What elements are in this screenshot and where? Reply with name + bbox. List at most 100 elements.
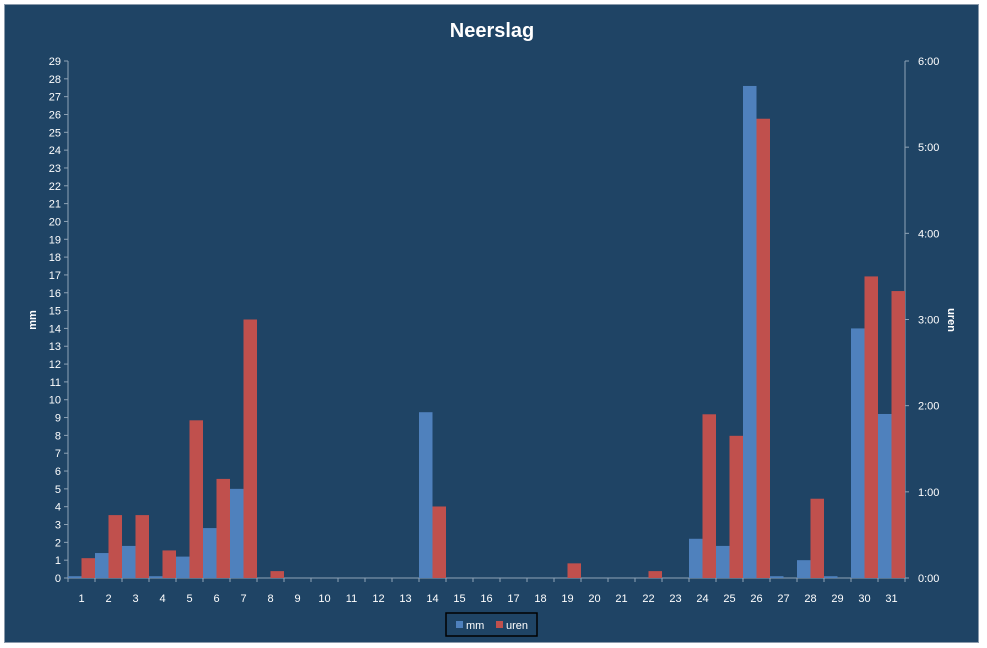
- y-left-tick-label: 2: [55, 537, 61, 549]
- y-left-tick-label: 12: [49, 359, 61, 371]
- y-left-tick-label: 21: [49, 199, 61, 211]
- x-tick-label: 29: [831, 593, 843, 605]
- x-tick-label: 9: [294, 593, 300, 605]
- legend: mm uren: [445, 612, 538, 637]
- x-tick-label: 20: [588, 593, 600, 605]
- y-right-tick-label: 4:00: [918, 228, 939, 240]
- bar-uren: [729, 435, 743, 578]
- y-right-tick-label: 2:00: [918, 401, 939, 413]
- bar-uren: [270, 571, 284, 578]
- bar-uren: [810, 498, 824, 578]
- y-left-tick-label: 11: [50, 377, 61, 389]
- y-left-tick-label: 17: [49, 270, 61, 282]
- x-tick-label: 6: [213, 593, 219, 605]
- x-tick-label: 3: [132, 593, 138, 605]
- y-left-tick-label: 24: [49, 145, 61, 157]
- legend-box: [445, 612, 538, 637]
- legend-label-uren: uren: [506, 620, 528, 632]
- x-tick-label: 11: [346, 593, 357, 605]
- bar-mm: [419, 412, 433, 578]
- bar-uren: [81, 558, 95, 578]
- x-tick-label: 17: [507, 593, 519, 605]
- y-left-tick-label: 7: [55, 448, 61, 460]
- y-right-tick-label: 5:00: [918, 142, 939, 154]
- legend-swatch-uren: [496, 621, 503, 628]
- y-left-tick-label: 8: [55, 430, 61, 442]
- bar-mm: [689, 538, 703, 578]
- x-tick-label: 13: [399, 593, 411, 605]
- bar-uren: [864, 276, 878, 578]
- x-tick-label: 2: [105, 593, 111, 605]
- legend-swatch-mm: [456, 621, 463, 628]
- y-left-tick-label: 27: [49, 92, 61, 104]
- y-left-tick-label: 1: [55, 555, 61, 567]
- y-left-tick-label: 22: [49, 181, 61, 193]
- y-left-tick-label: 0: [55, 573, 61, 585]
- bar-mm: [797, 560, 811, 578]
- y-left-tick-label: 15: [49, 306, 61, 318]
- x-tick-label: 12: [372, 593, 384, 605]
- plot-area: 0123456789101112131415161718192021222324…: [49, 56, 940, 605]
- x-tick-label: 14: [426, 593, 438, 605]
- y-left-tick-label: 20: [49, 216, 61, 228]
- bar-mm: [770, 576, 784, 578]
- bar-mm: [95, 553, 109, 578]
- bar-uren: [216, 478, 230, 578]
- bar-uren: [567, 563, 581, 578]
- y-right-tick-label: 1:00: [918, 487, 939, 499]
- y-axis-left-title: mm: [27, 310, 39, 330]
- x-tick-label: 22: [642, 593, 654, 605]
- bar-uren: [243, 319, 257, 578]
- bar-mm: [176, 556, 190, 578]
- y-left-tick-label: 9: [55, 413, 61, 425]
- y-right-tick-label: 6:00: [918, 56, 939, 68]
- bar-uren: [891, 291, 905, 578]
- bar-mm: [203, 528, 217, 578]
- bar-mm: [230, 488, 244, 578]
- x-tick-label: 27: [777, 593, 789, 605]
- y-left-tick-label: 10: [49, 395, 61, 407]
- bar-mm: [149, 576, 163, 578]
- x-tick-label: 18: [534, 593, 546, 605]
- x-tick-label: 4: [159, 593, 165, 605]
- x-tick-label: 8: [267, 593, 273, 605]
- bar-mm: [824, 576, 838, 578]
- y-left-tick-label: 19: [49, 234, 61, 246]
- bar-uren: [135, 515, 149, 578]
- bar-uren: [432, 506, 446, 578]
- y-left-tick-label: 18: [49, 252, 61, 264]
- y-axis-right-title: uren: [945, 308, 957, 332]
- y-left-tick-label: 14: [49, 323, 61, 335]
- x-tick-label: 25: [723, 593, 735, 605]
- x-tick-label: 16: [480, 593, 492, 605]
- bar-mm: [743, 85, 757, 578]
- x-tick-label: 7: [240, 593, 246, 605]
- x-tick-label: 24: [696, 593, 708, 605]
- y-left-tick-label: 3: [55, 520, 61, 532]
- bar-mm: [851, 328, 865, 578]
- y-left-tick-label: 5: [55, 484, 61, 496]
- y-left-tick-label: 16: [49, 288, 61, 300]
- bar-uren: [702, 414, 716, 578]
- x-tick-label: 26: [750, 593, 762, 605]
- bar-uren: [162, 550, 176, 578]
- y-left-tick-label: 23: [49, 163, 61, 175]
- x-tick-label: 30: [858, 593, 870, 605]
- x-tick-label: 28: [804, 593, 816, 605]
- y-left-tick-label: 4: [55, 502, 61, 514]
- bar-mm: [878, 413, 892, 578]
- bar-mm: [716, 545, 730, 578]
- bar-uren: [108, 515, 122, 578]
- bar-uren: [648, 571, 662, 578]
- y-left-tick-label: 6: [55, 466, 61, 478]
- x-tick-label: 21: [615, 593, 627, 605]
- y-left-tick-label: 25: [49, 127, 61, 139]
- bar-mm: [122, 545, 136, 578]
- x-tick-label: 1: [78, 593, 84, 605]
- y-left-tick-label: 26: [49, 109, 61, 121]
- x-tick-label: 15: [453, 593, 465, 605]
- x-tick-label: 10: [318, 593, 330, 605]
- bar-uren: [756, 118, 770, 579]
- x-tick-label: 19: [561, 593, 573, 605]
